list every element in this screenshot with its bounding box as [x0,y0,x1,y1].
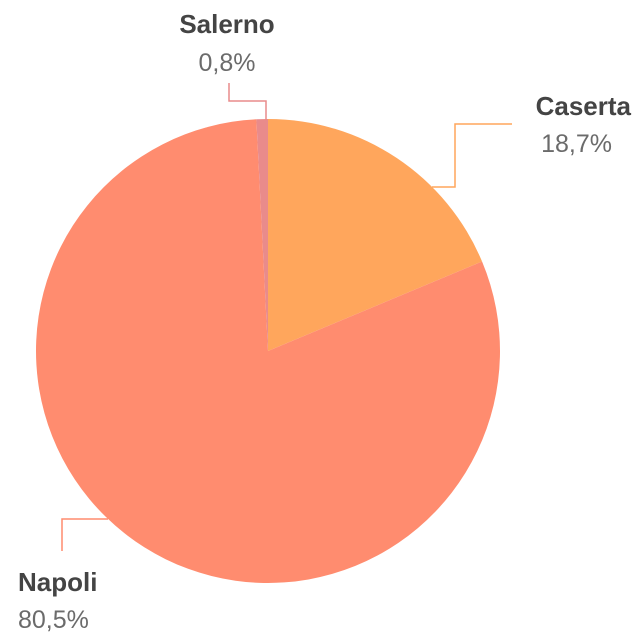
pie-slice-napoli [36,119,501,583]
slice-label-salerno: Salerno [179,9,274,39]
leader-lines [61,83,512,551]
slice-value-caserta: 18,7% [541,130,612,158]
slice-label-napoli: Napoli [18,567,97,597]
slice-value-salerno: 0,8% [199,49,256,77]
slice-label-caserta: Caserta [536,91,632,121]
pie-slices [36,118,501,583]
slice-value-napoli: 80,5% [18,606,89,633]
pie-slice-salerno [256,118,268,351]
pie-slice-caserta [268,119,483,351]
leader-line-napoli [61,518,108,551]
leader-line-salerno [228,83,267,121]
leader-line-caserta [432,123,512,188]
